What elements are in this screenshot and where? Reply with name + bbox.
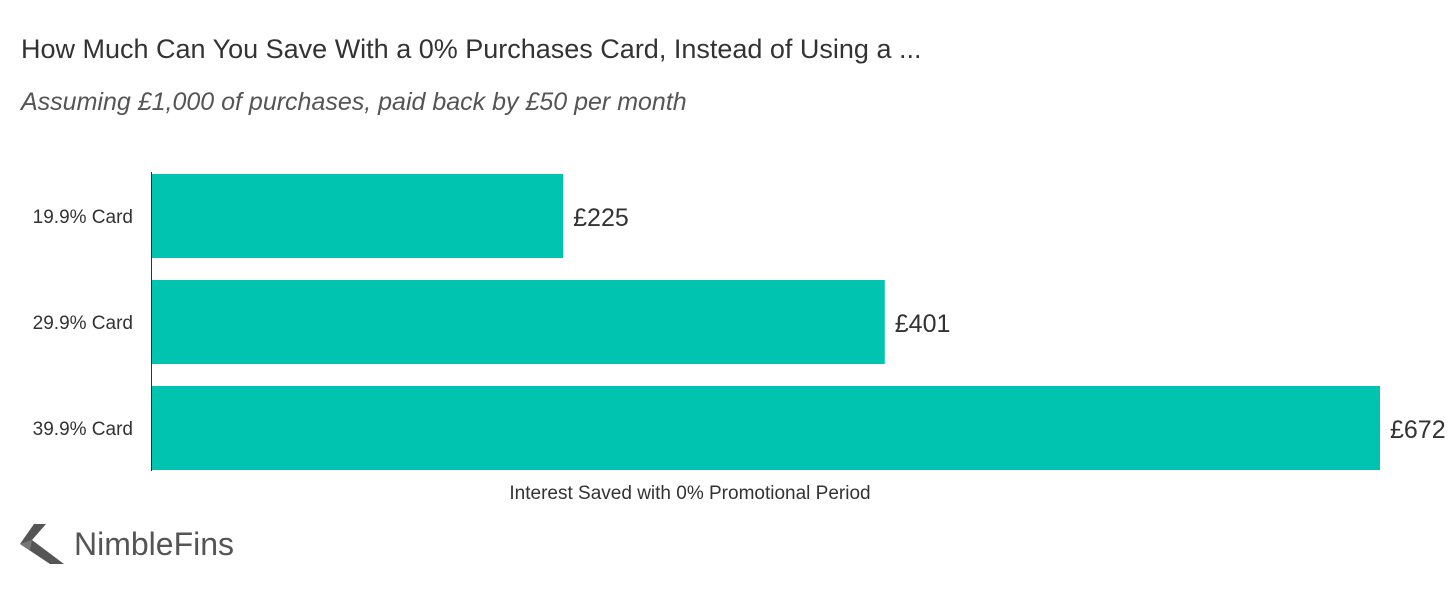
brand-name: NimbleFins [74,525,235,562]
chart-title: How Much Can You Save With a 0% Purchase… [21,34,922,64]
category-label-3: 39.9% Card [33,419,133,440]
bar-1 [152,174,564,258]
category-label-2: 29.9% Card [33,313,133,334]
bar-3 [152,386,1380,470]
bar-2 [152,280,885,364]
value-label-2: £401 [895,310,951,338]
brand: NimbleFins [20,524,234,564]
bars-group: 19.9% Card £225 29.9% Card £401 39.9% Card £6… [33,174,1446,470]
chart-subtitle: Assuming £1,000 of purchases, paid back … [21,88,687,116]
value-label-3: £672 [1390,416,1446,444]
chevron-arrow-logo-icon [20,524,64,564]
x-axis-label: Interest Saved with 0% Promotional Perio… [509,483,870,504]
category-label-1: 19.9% Card [33,207,133,228]
value-label-1: £225 [573,204,629,232]
